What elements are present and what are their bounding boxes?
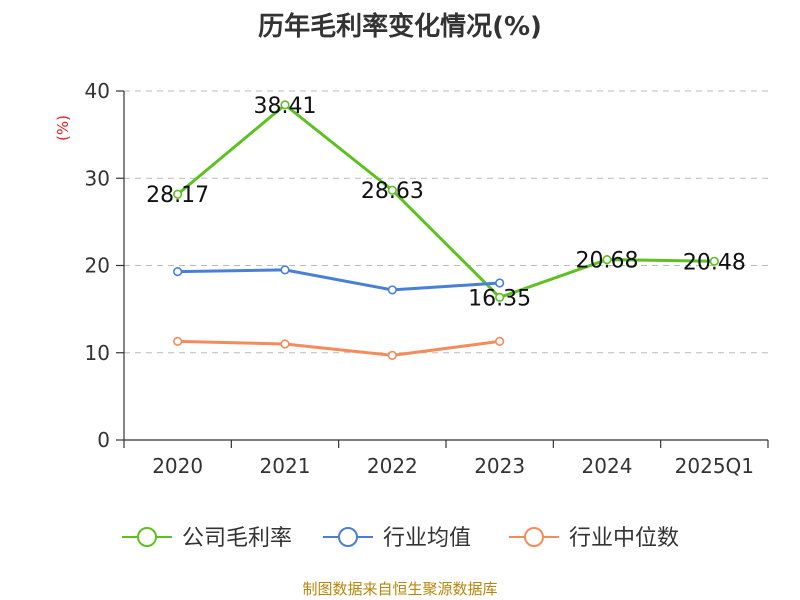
data-point [280, 100, 290, 110]
axis-layer: 0 10 20 30 40 2020 2021 2022 2023 2024 2025Q1 [85, 79, 769, 478]
data-label: 28.63 [361, 179, 424, 204]
data-label: 16.35 [468, 286, 531, 311]
data-point [709, 256, 719, 266]
data-label: 38.41 [254, 94, 317, 119]
legend-label: 行业中位数 [569, 526, 679, 551]
data-point [387, 285, 397, 295]
series-line [177, 268, 500, 292]
x-tick-label: 2021 [260, 454, 311, 478]
x-tick-label: 2024 [582, 454, 633, 478]
data-point [280, 265, 290, 275]
data-point [495, 278, 505, 288]
data-point [280, 339, 290, 349]
data-point [173, 336, 183, 347]
y-axis-label: (%) [54, 115, 72, 141]
data-point [387, 350, 397, 360]
y-tick-label: 40 [85, 79, 110, 103]
legend: 公司毛利率 行业均值 行业中位数 [122, 526, 679, 551]
legend-marker [524, 527, 544, 547]
legend-marker [338, 527, 358, 547]
grid-layer [124, 90, 768, 354]
data-label-layer: 28.17 38.41 28.63 16.35 20.68 20.48 [146, 94, 746, 311]
series-layer [173, 100, 719, 360]
y-tick-label: 20 [85, 254, 110, 278]
y-tick-label: 30 [85, 166, 110, 190]
data-point [495, 336, 505, 347]
source-note: 制图数据来自恒生聚源数据库 [302, 580, 498, 598]
data-point [602, 254, 612, 265]
data-label: 20.48 [683, 250, 746, 275]
x-tick-label: 2025Q1 [675, 454, 754, 478]
legend-label: 公司毛利率 [182, 526, 292, 551]
x-tick-label: 2022 [367, 454, 418, 478]
series-line [177, 339, 500, 357]
data-point [495, 292, 505, 302]
legend-label: 行业均值 [383, 526, 471, 551]
x-tick-label: 2020 [152, 454, 203, 478]
data-label: 20.68 [576, 249, 639, 274]
data-point [173, 189, 183, 199]
y-tick-label: 0 [97, 428, 110, 452]
data-label: 28.17 [146, 183, 209, 208]
data-point [387, 185, 397, 195]
y-tick-label: 10 [85, 341, 110, 365]
x-tick-label: 2023 [474, 454, 525, 478]
data-point [173, 267, 183, 277]
series-line [176, 103, 715, 299]
chart-title: 历年毛利率变化情况(%) [258, 12, 542, 42]
legend-marker [137, 527, 157, 547]
